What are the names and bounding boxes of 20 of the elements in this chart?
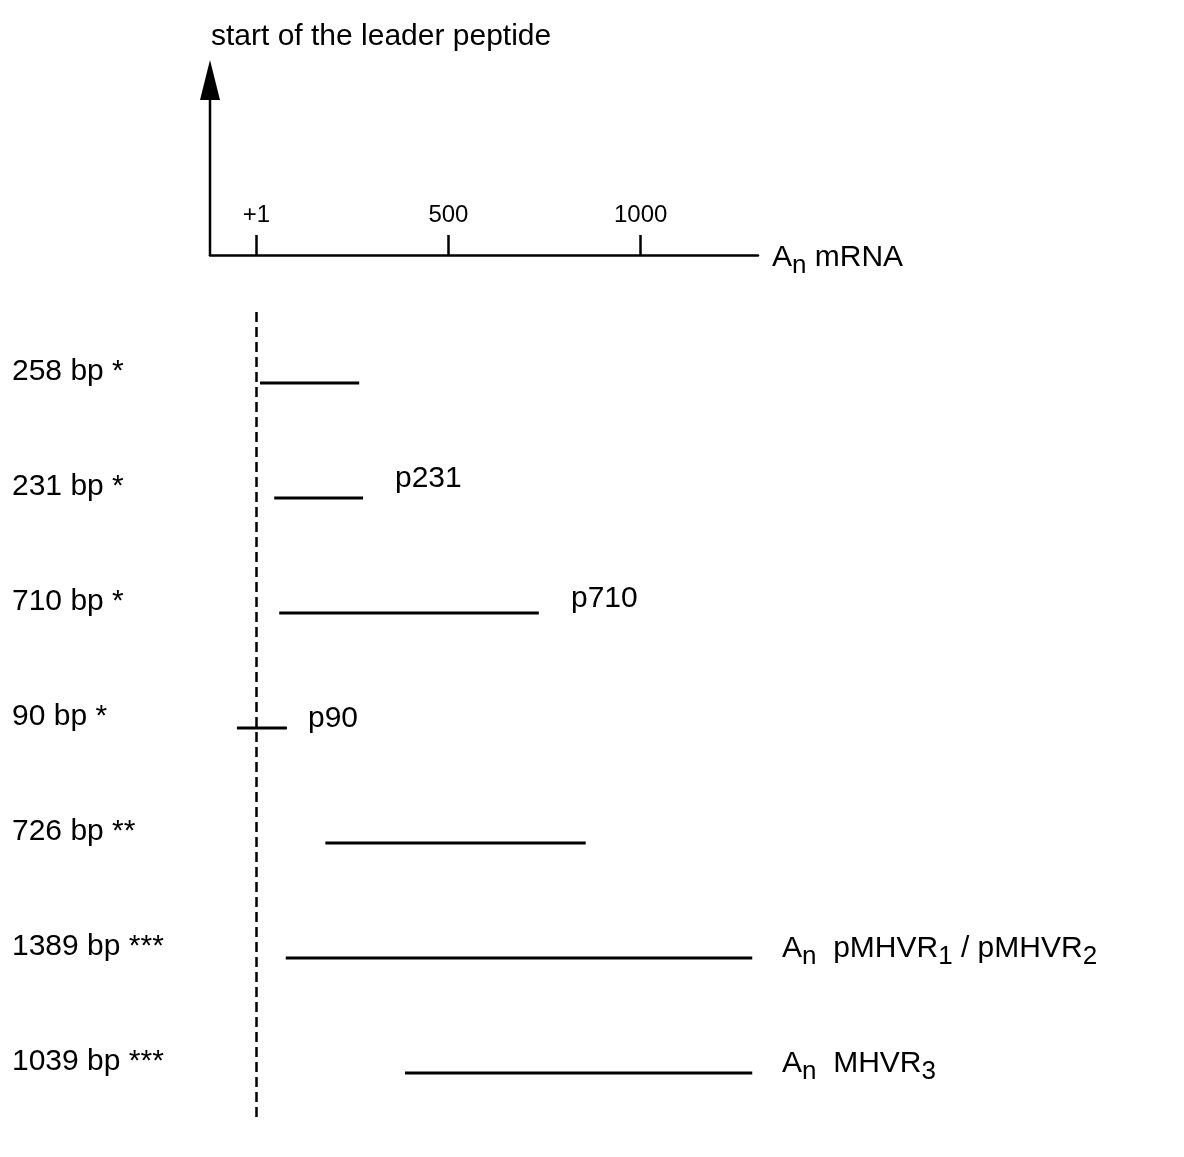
text: start of the leader peptide bbox=[211, 17, 552, 51]
bar bbox=[404, 1071, 753, 1075]
y-tick-label: 726 bp ** bbox=[12, 813, 136, 846]
y-tick-label: 710 bp * bbox=[12, 583, 125, 616]
y-tick-label: 1389 bp *** bbox=[12, 928, 165, 961]
x-tick-label: 500 bbox=[428, 199, 469, 227]
bar bbox=[259, 381, 360, 385]
bar bbox=[279, 611, 539, 615]
bar bbox=[285, 956, 753, 960]
y-tick-label: 1039 bp *** bbox=[12, 1043, 165, 1076]
y-tick-label: 90 bp * bbox=[12, 698, 108, 731]
y-tick-label: 231 bp * bbox=[12, 468, 125, 501]
y-tick-label: 258 bp * bbox=[12, 353, 125, 386]
bar bbox=[325, 841, 586, 845]
annotation: p710 bbox=[571, 579, 638, 613]
x-tick-label: +1 bbox=[242, 199, 271, 227]
annotation: p90 bbox=[308, 699, 359, 733]
annotation: p231 bbox=[395, 459, 462, 493]
bar bbox=[274, 496, 364, 500]
x-tick-label: 1000 bbox=[614, 199, 668, 227]
